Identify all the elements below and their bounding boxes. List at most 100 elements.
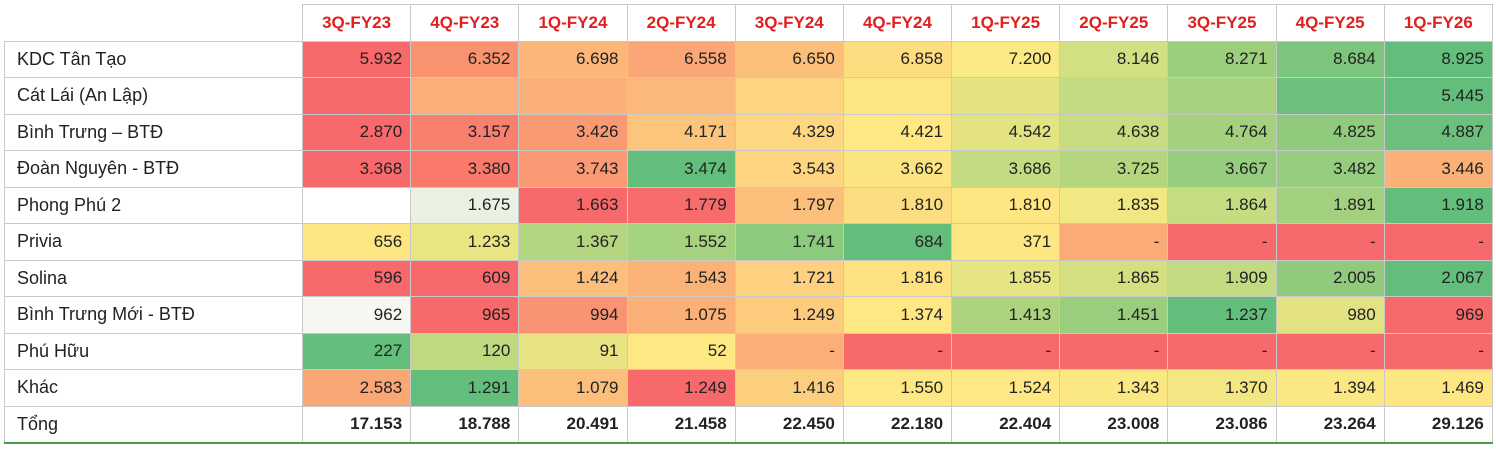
heatmap-cell: 52 [626,332,736,370]
heatmap-cell: - [1383,223,1493,261]
heatmap-cell: 1.855 [951,259,1061,297]
total-cell: 21.458 [626,405,736,443]
heatmap-cell: 1.810 [842,186,953,224]
heatmap-cell: 3.725 [1059,150,1169,188]
table-row: Bình Trưng – BTĐ 2.870 3.157 3.426 4.171 4.32… [4,113,1493,151]
row-label: Privia [4,223,303,261]
heatmap-cell [301,77,412,115]
heatmap-cell: 2.067 [1383,259,1493,297]
heatmap-cell: 3.426 [518,113,628,151]
heatmap-cell: 1.394 [1275,369,1385,407]
table-row: Bình Trưng Mới - BTĐ 962 965 994 1.075 1.249 1… [4,296,1493,334]
total-cell: 23.008 [1059,405,1169,443]
column-header: 4Q-FY25 [1275,4,1385,42]
heatmap-cell: 8.684 [1275,40,1385,78]
heatmap-cell: 6.858 [842,40,953,78]
heatmap-cell: - [842,332,953,370]
column-header: 2Q-FY25 [1059,4,1169,42]
heatmap-cell [734,77,844,115]
heatmap-cell: 656 [301,223,412,261]
heatmap-cell: 1.079 [518,369,628,407]
table-row: Cát Lái (An Lập) 5.445 [4,77,1493,115]
heatmap-cell: 596 [301,259,412,297]
heatmap-cell: 3.380 [410,150,520,188]
heatmap-cell: 684 [842,223,953,261]
heatmap-cell: 965 [410,296,520,334]
heatmap-cell [1059,77,1169,115]
heatmap-cell: 3.662 [842,150,953,188]
column-header: 3Q-FY25 [1167,4,1277,42]
column-header: 3Q-FY23 [301,4,412,42]
table-row: Đoàn Nguyên - BTĐ 3.368 3.380 3.743 3.474 3.5… [4,150,1493,188]
heatmap-cell: 609 [410,259,520,297]
heatmap-cell: 3.474 [626,150,736,188]
heatmap-cell: - [1275,332,1385,370]
heatmap-cell: 1.816 [842,259,953,297]
column-header: 4Q-FY23 [410,4,520,42]
heatmap-cell: 1.891 [1275,186,1385,224]
heatmap-cell: 1.291 [410,369,520,407]
heatmap-cell: - [1167,332,1277,370]
column-header: 4Q-FY24 [842,4,953,42]
table-row: KDC Tân Tạo 5.932 6.352 6.698 6.558 6.650 6.85… [4,40,1493,78]
table-row: Solina 596 609 1.424 1.543 1.721 1.816 1.855 1.8… [4,259,1493,297]
heatmap-cell: 1.233 [410,223,520,261]
row-label: Đoàn Nguyên - BTĐ [4,150,303,188]
total-cell: 22.450 [734,405,844,443]
heatmap-cell [1275,77,1385,115]
heatmap-cell: 227 [301,332,412,370]
heatmap-cell: 1.451 [1059,296,1169,334]
heatmap-cell: 980 [1275,296,1385,334]
heatmap-cell: 1.741 [734,223,844,261]
heatmap-cell: 1.075 [626,296,736,334]
column-header: 3Q-FY24 [734,4,844,42]
heatmap-cell: 5.932 [301,40,412,78]
heatmap-cell: 8.271 [1167,40,1277,78]
heatmap-cell: 4.542 [951,113,1061,151]
heatmap-cell: - [734,332,844,370]
heatmap-cell: - [1167,223,1277,261]
heatmap-cell: 1.367 [518,223,628,261]
heatmap-cell: - [1383,332,1493,370]
heatmap-cell: 4.329 [734,113,844,151]
heatmap-cell [1167,77,1277,115]
heatmap-cell: 4.638 [1059,113,1169,151]
heatmap-cell: 3.667 [1167,150,1277,188]
heatmap-cell: 1.810 [951,186,1061,224]
heatmap-cell: 6.698 [518,40,628,78]
total-cell: 18.788 [410,405,520,443]
total-cell: 20.491 [518,405,628,443]
total-cell: 29.126 [1383,405,1493,443]
heatmap-cell: 969 [1383,296,1493,334]
row-label: Phú Hữu [4,332,303,370]
total-label: Tổng [4,405,303,443]
heatmap-cell: 371 [951,223,1061,261]
heatmap-cell: - [1059,332,1169,370]
corner-cell [4,4,303,42]
heatmap-cell: 1.416 [734,369,844,407]
heatmap-cell: 3.368 [301,150,412,188]
heatmap-cell: - [1275,223,1385,261]
heatmap-cell: 1.370 [1167,369,1277,407]
heatmap-cell: 1.909 [1167,259,1277,297]
column-header: 1Q-FY24 [518,4,628,42]
heatmap-cell: 1.543 [626,259,736,297]
total-cell: 22.180 [842,405,953,443]
heatmap-cell: 1.524 [951,369,1061,407]
row-label: Bình Trưng Mới - BTĐ [4,296,303,334]
column-header: 1Q-FY26 [1383,4,1493,42]
heatmap-cell: 1.249 [626,369,736,407]
heatmap-cell: 1.469 [1383,369,1493,407]
heatmap-cell: 8.925 [1383,40,1493,78]
table-body: KDC Tân Tạo 5.932 6.352 6.698 6.558 6.650 6.85… [4,40,1493,443]
heatmap-cell: 3.482 [1275,150,1385,188]
heatmap-cell: 1.413 [951,296,1061,334]
heatmap-cell: 3.543 [734,150,844,188]
heatmap-cell: - [951,332,1061,370]
row-label: Solina [4,259,303,297]
heatmap-cell: 1.797 [734,186,844,224]
heatmap-cell: 3.743 [518,150,628,188]
heatmap-cell: 2.583 [301,369,412,407]
heatmap-cell: 3.686 [951,150,1061,188]
heatmap-cell [626,77,736,115]
